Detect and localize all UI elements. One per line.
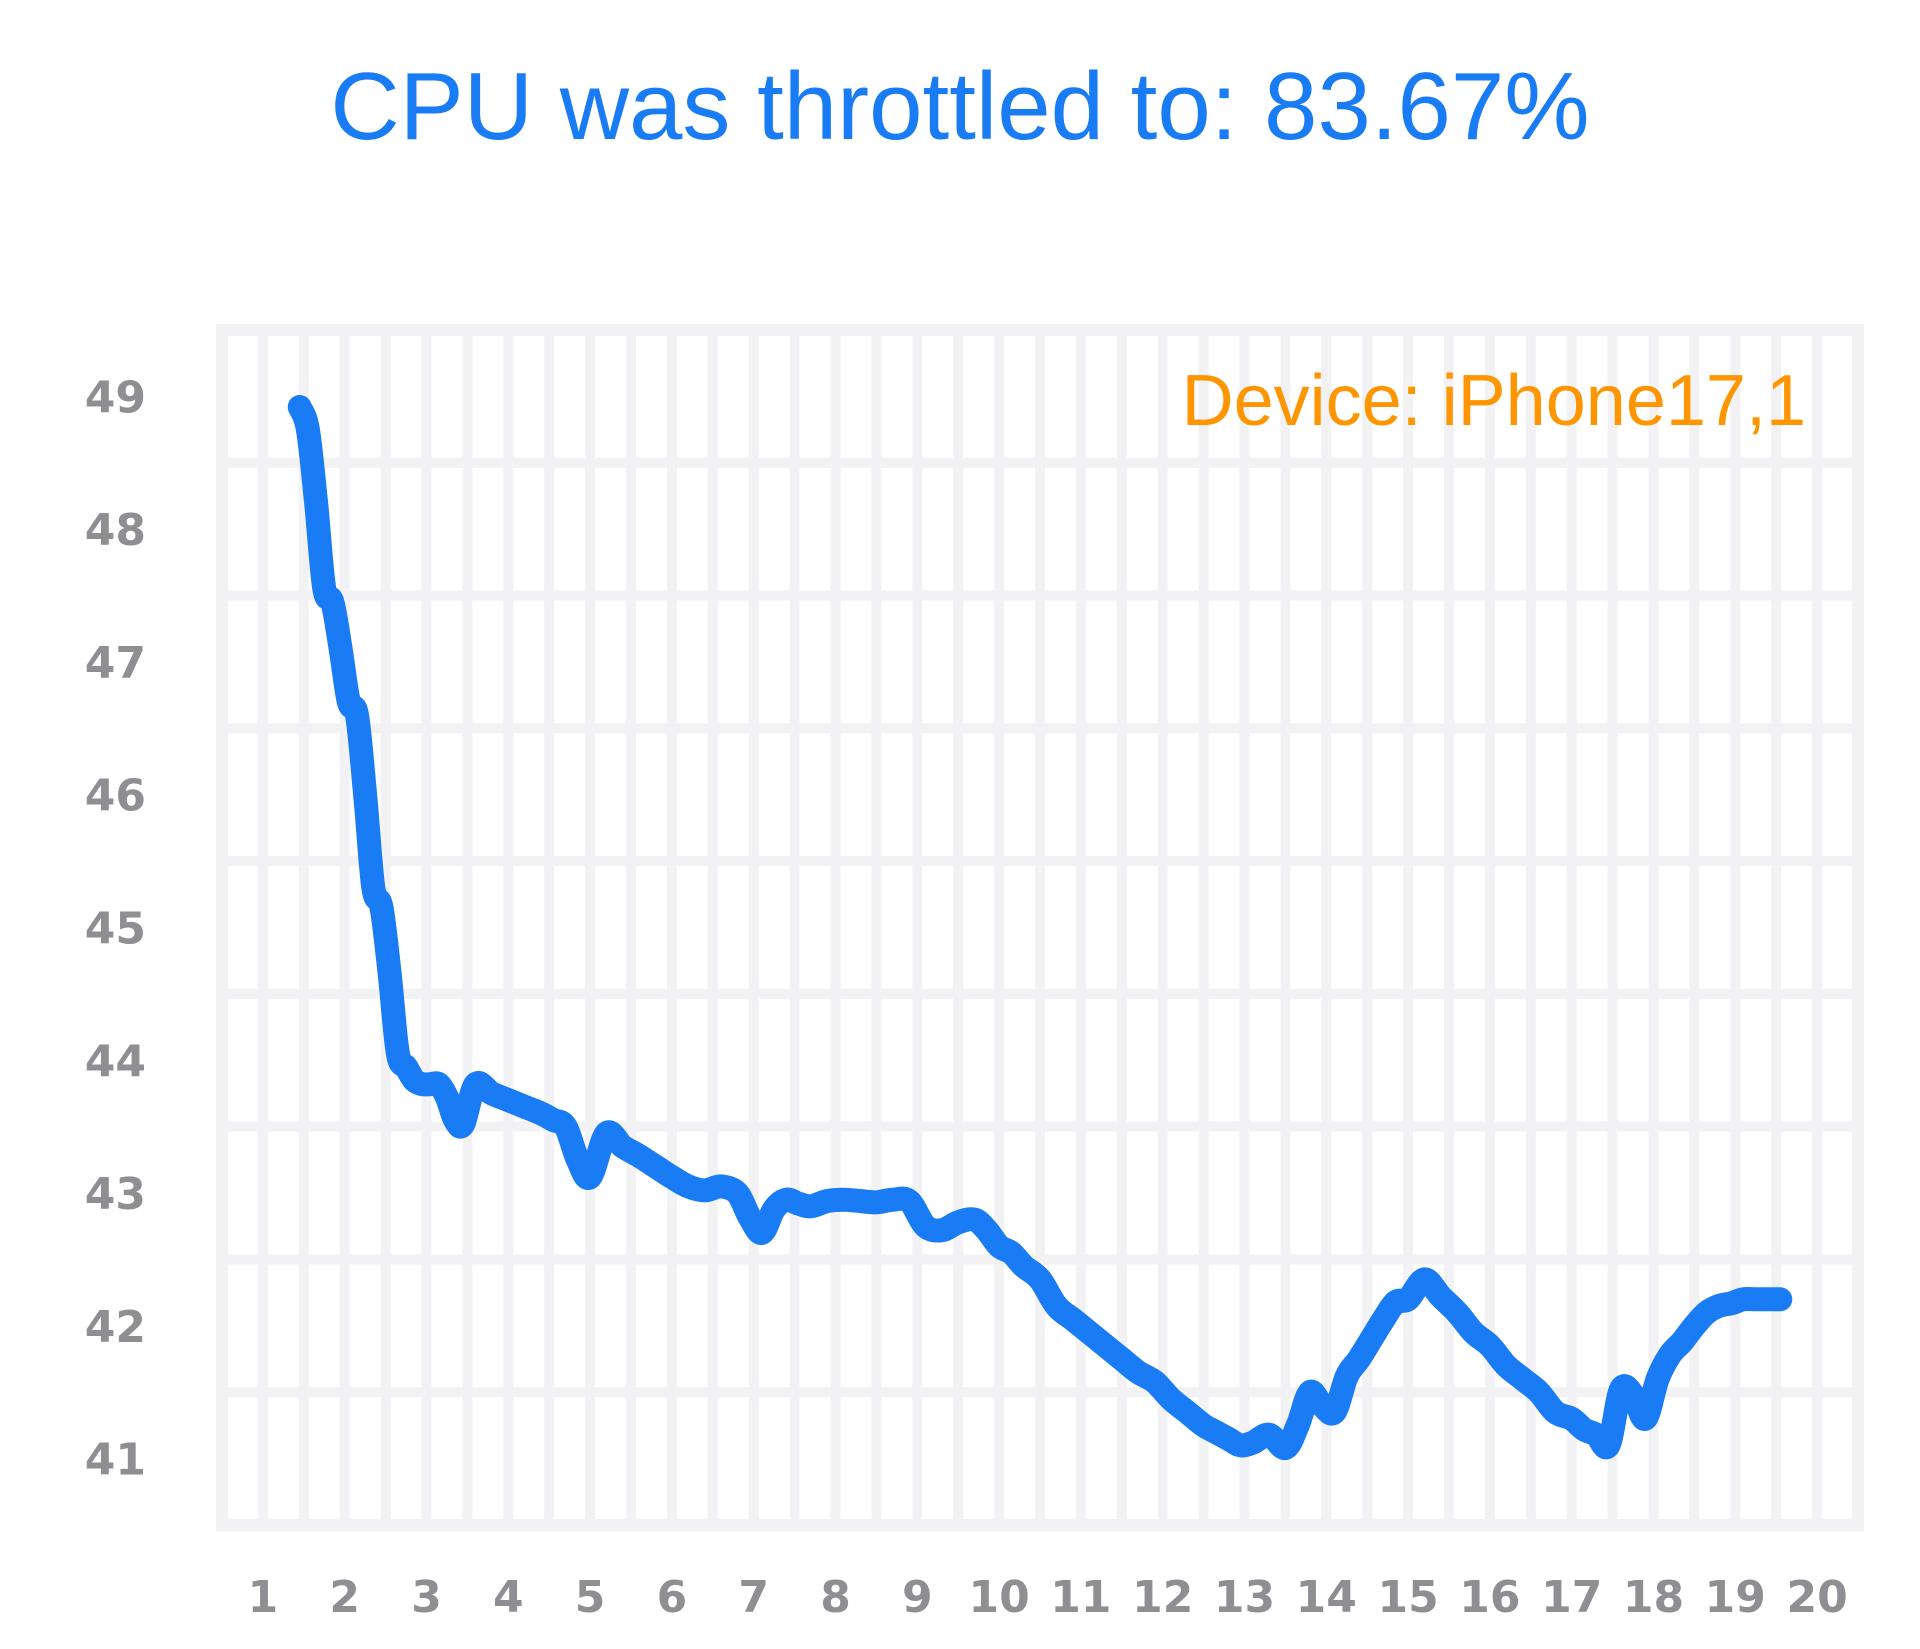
y-tick-label: 47 (85, 638, 146, 689)
y-tick-label: 49 (85, 372, 146, 423)
x-tick-label: 19 (1705, 1572, 1766, 1623)
x-tick-label: 6 (657, 1572, 688, 1623)
x-tick-label: 3 (411, 1572, 442, 1623)
chart-title: CPU was throttled to: 83.67% (330, 53, 1590, 160)
y-tick-label: 42 (85, 1302, 146, 1353)
x-tick-label: 13 (1214, 1572, 1275, 1623)
device-annotation: Device: iPhone17,1 (1182, 361, 1806, 441)
x-tick-label: 2 (329, 1572, 360, 1623)
x-tick-label: 11 (1050, 1572, 1111, 1623)
x-tick-label: 8 (820, 1572, 851, 1623)
x-tick-label: 15 (1377, 1572, 1438, 1623)
x-tick-label: 17 (1541, 1572, 1602, 1623)
x-tick-label: 5 (575, 1572, 606, 1623)
y-tick-label: 46 (85, 771, 146, 822)
x-tick-label: 1 (248, 1572, 279, 1623)
x-tick-label: 16 (1459, 1572, 1520, 1623)
x-tick-label: 20 (1786, 1572, 1847, 1623)
x-tick-label: 4 (493, 1572, 524, 1623)
x-tick-label: 9 (902, 1572, 933, 1623)
series-layer (287, 395, 1793, 1460)
x-tick-label: 18 (1623, 1572, 1684, 1623)
x-tick-label: 7 (738, 1572, 769, 1623)
y-tick-label: 45 (85, 904, 146, 955)
series-line (287, 395, 1793, 1460)
x-tick-label: 10 (968, 1572, 1029, 1623)
x-axis-ticks: 1 2 3 4 5 6 7 8 9 10 11 12 13 14 15 16 17 18 19 20 (248, 1572, 1848, 1623)
x-tick-label: 14 (1296, 1572, 1357, 1623)
y-tick-label: 43 (85, 1169, 146, 1220)
y-tick-label: 44 (85, 1036, 146, 1087)
y-tick-label: 41 (85, 1435, 146, 1486)
chart-grid (216, 324, 1864, 1531)
x-tick-label: 12 (1132, 1572, 1193, 1623)
y-tick-label: 48 (85, 505, 146, 556)
y-axis-ticks: 41 42 43 44 45 46 47 48 49 (85, 372, 146, 1485)
